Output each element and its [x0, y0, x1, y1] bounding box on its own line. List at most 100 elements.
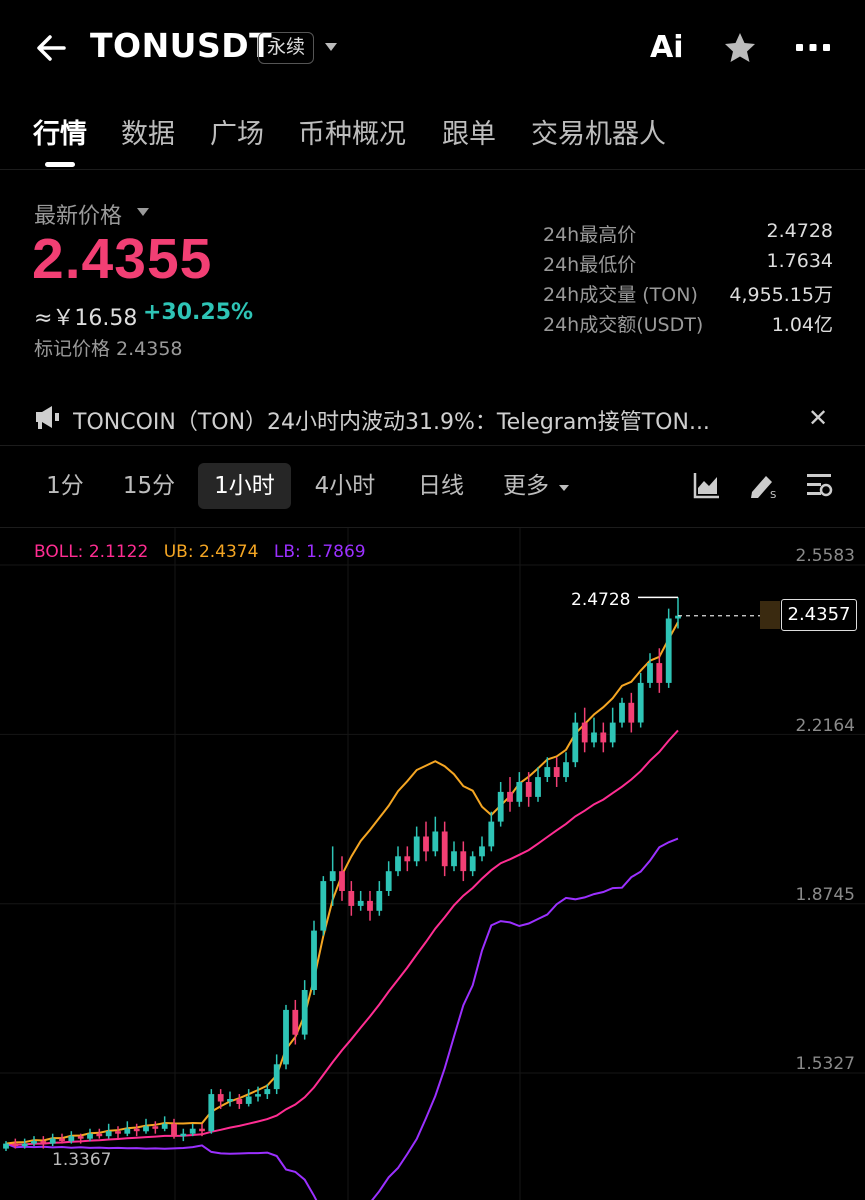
candle-body	[180, 1133, 187, 1137]
news-ticker[interactable]: TONCOIN（TON）24小时内波动31.9%：Telegram接管TON..…	[0, 392, 865, 446]
candle-body	[152, 1126, 159, 1129]
close-icon[interactable]: ✕	[808, 404, 829, 432]
candle-body	[404, 856, 411, 862]
star-icon[interactable]	[722, 30, 758, 66]
flag-icon[interactable]	[760, 601, 780, 629]
more-options-icon[interactable]	[794, 30, 832, 66]
candle-body	[59, 1138, 65, 1142]
candlestick-chart[interactable]: BOLL: 2.1122 UB: 2.4374 LB: 1.7869 2.558…	[0, 527, 865, 1200]
timeframe-1d[interactable]: 日线	[418, 473, 464, 499]
tab-trading-bot[interactable]: 交易机器人	[531, 119, 666, 150]
candle-body	[115, 1131, 121, 1134]
stat-label: 24h成交额(USDT)	[543, 314, 704, 336]
pair-title[interactable]: TONUSDT	[90, 26, 273, 65]
24h-stats: 24h最高价 2.4728 24h最低价 1.7634 24h成交量 (TON)…	[543, 220, 833, 340]
candle-body	[460, 851, 467, 872]
candle-body	[133, 1128, 140, 1132]
candle-body	[348, 891, 355, 906]
candle-body	[600, 732, 607, 743]
candle-body	[656, 663, 663, 683]
timeframe-1h[interactable]: 1小时	[198, 463, 291, 509]
timeframe-4h[interactable]: 4小时	[314, 473, 376, 499]
candle-body	[413, 836, 420, 862]
candle-body	[49, 1138, 56, 1144]
stat-label: 24h最高价	[543, 224, 637, 246]
stat-turnover: 24h成交额(USDT) 1.04亿	[543, 310, 833, 340]
y-axis-tick: 1.8745	[795, 885, 855, 905]
candle-body	[479, 846, 485, 857]
candle-body	[3, 1143, 9, 1149]
chart-settings-icon[interactable]	[804, 470, 834, 500]
back-arrow-icon[interactable]	[34, 30, 70, 66]
ai-assistant-button[interactable]: Ai	[650, 30, 684, 65]
tab-data[interactable]: 数据	[121, 119, 175, 150]
candle-body	[367, 900, 373, 911]
caret-down-icon[interactable]	[137, 207, 149, 217]
perpetual-badge: 永续	[258, 32, 315, 64]
candle-body	[553, 767, 560, 777]
last-price-marker[interactable]: 2.4357	[781, 599, 857, 631]
candle-body	[563, 762, 569, 778]
candle-body	[105, 1131, 112, 1137]
caret-down-icon[interactable]	[558, 482, 570, 494]
tab-square[interactable]: 广场	[210, 119, 264, 150]
stat-label: 24h成交量 (TON)	[543, 284, 698, 306]
active-tab-indicator	[45, 162, 75, 167]
caret-down-icon[interactable]	[324, 40, 338, 54]
candle-body	[376, 891, 383, 911]
candle-body	[469, 856, 476, 872]
tab-copy-trading[interactable]: 跟单	[442, 119, 496, 150]
timeframe-1m[interactable]: 1分	[46, 473, 84, 499]
mark-price: 标记价格 2.4358	[34, 338, 183, 360]
candle-body	[497, 791, 504, 822]
change-percent: +30.25%	[143, 300, 254, 325]
y-axis-tick: 2.2164	[795, 716, 855, 736]
candle-body	[31, 1141, 37, 1144]
candle-body	[227, 1099, 233, 1102]
candle-body	[208, 1094, 215, 1132]
candle-body	[488, 821, 495, 847]
high-price-marker: 2.4728	[571, 590, 631, 610]
main-tabs: 行情 数据 广场 币种概况 跟单 交易机器人	[0, 100, 865, 170]
candle-body	[124, 1128, 131, 1134]
boll-lb-value: LB: 1.7869	[273, 542, 366, 562]
candle-body	[12, 1143, 19, 1147]
timeframe-more[interactable]: 更多	[503, 473, 549, 499]
low-price-marker: 1.3367	[52, 1150, 112, 1170]
candle-body	[423, 836, 429, 852]
candle-body	[357, 900, 364, 906]
drawing-tools-icon[interactable]: S	[748, 470, 778, 500]
timeframe-15m[interactable]: 15分	[122, 473, 176, 499]
candle-body	[507, 791, 513, 802]
candle-body	[329, 871, 336, 882]
candle-body	[432, 831, 439, 852]
news-headline[interactable]: TONCOIN（TON）24小时内波动31.9%：Telegram接管TON..…	[73, 410, 710, 435]
boll-middle-band	[5, 729, 679, 1146]
candle-body	[572, 722, 579, 763]
timeframe-bar: 1分 15分 1小时 4小时 日线 更多 S	[0, 456, 865, 518]
boll-ub-value: UB: 2.4374	[163, 542, 259, 562]
tab-market[interactable]: 行情	[33, 119, 87, 150]
chart-type-icon[interactable]	[692, 470, 722, 500]
candle-body	[301, 990, 308, 1035]
candle-body	[273, 1064, 280, 1090]
tab-coin-overview[interactable]: 币种概况	[298, 119, 406, 150]
top-bar: TONUSDT 永续 Ai	[0, 0, 865, 96]
stat-value: 4,955.15万	[729, 284, 833, 306]
candle-body	[171, 1123, 177, 1137]
candle-body	[311, 930, 317, 990]
boll-lower-band	[5, 837, 679, 1200]
candle-body	[245, 1096, 252, 1104]
candle-body	[161, 1123, 168, 1129]
candle-body	[40, 1141, 47, 1144]
last-price-label[interactable]: 最新价格	[34, 204, 123, 229]
candle-body	[77, 1136, 84, 1139]
chart-canvas[interactable]	[0, 528, 865, 1200]
stat-volume: 24h成交量 (TON) 4,955.15万	[543, 280, 833, 310]
cny-price: ≈￥16.58	[34, 306, 138, 331]
candle-body	[143, 1126, 149, 1132]
svg-text:S: S	[770, 490, 776, 500]
candle-body	[264, 1089, 271, 1095]
candle-body	[647, 663, 653, 683]
candle-body	[591, 732, 597, 743]
